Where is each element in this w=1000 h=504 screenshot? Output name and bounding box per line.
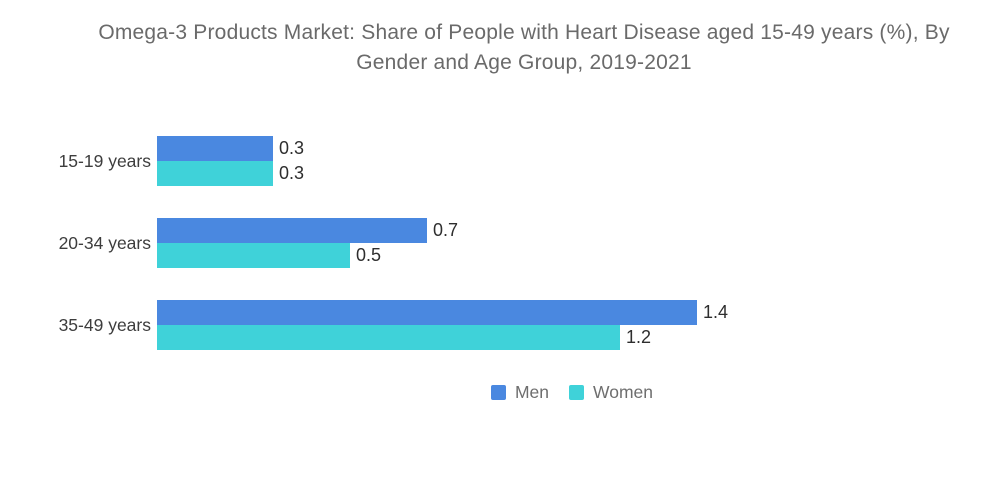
legend-swatch-women [569,385,585,400]
bar-row: 0.5 [157,243,458,268]
value-label: 0.3 [279,138,305,158]
bar-group: 15-19 years 0.3 0.3 [0,136,1000,186]
bar-row: 1.2 [157,325,728,350]
bar-row: 0.3 [157,136,304,161]
bar-stack: 1.4 1.2 [157,300,728,350]
value-label: 0.5 [356,245,382,265]
bar-men [157,300,697,325]
chart-title-line2: Gender and Age Group, 2019-2021 [356,51,692,74]
bar-plot: 15-19 years 0.3 0.3 20-34 years 0.7 0.5 35-49 … [0,136,1000,350]
legend-swatch-men [490,385,506,400]
bar-women [157,325,620,350]
value-label: 0.3 [279,163,305,183]
category-label: 15-19 years [58,150,151,171]
category-label: 35-49 years [58,314,151,335]
legend-label-women: Women [593,382,654,402]
legend-item-women: Women [569,382,653,403]
bar-stack: 0.3 0.3 [157,136,304,186]
bar-men [157,136,273,161]
chart-title: Omega-3 Products Market: Share of People… [0,0,1000,78]
category-label: 20-34 years [58,232,151,253]
bar-row: 0.3 [157,161,304,186]
bar-row: 1.4 [157,300,728,325]
value-label: 1.4 [703,302,729,322]
value-label: 0.7 [433,220,459,240]
bar-group: 35-49 years 1.4 1.2 [0,300,1000,350]
chart-title-line1: Omega-3 Products Market: Share of People… [98,21,950,44]
value-label: 1.2 [626,327,652,347]
bar-men [157,218,427,243]
bar-group: 20-34 years 0.7 0.5 [0,218,1000,268]
bar-women [157,243,350,268]
bar-women [157,161,273,186]
legend-label-men: Men [514,382,550,402]
legend-item-men: Men [490,382,550,403]
bar-stack: 0.7 0.5 [157,218,458,268]
bar-row: 0.7 [157,218,458,243]
legend: Men Women [0,382,1000,403]
